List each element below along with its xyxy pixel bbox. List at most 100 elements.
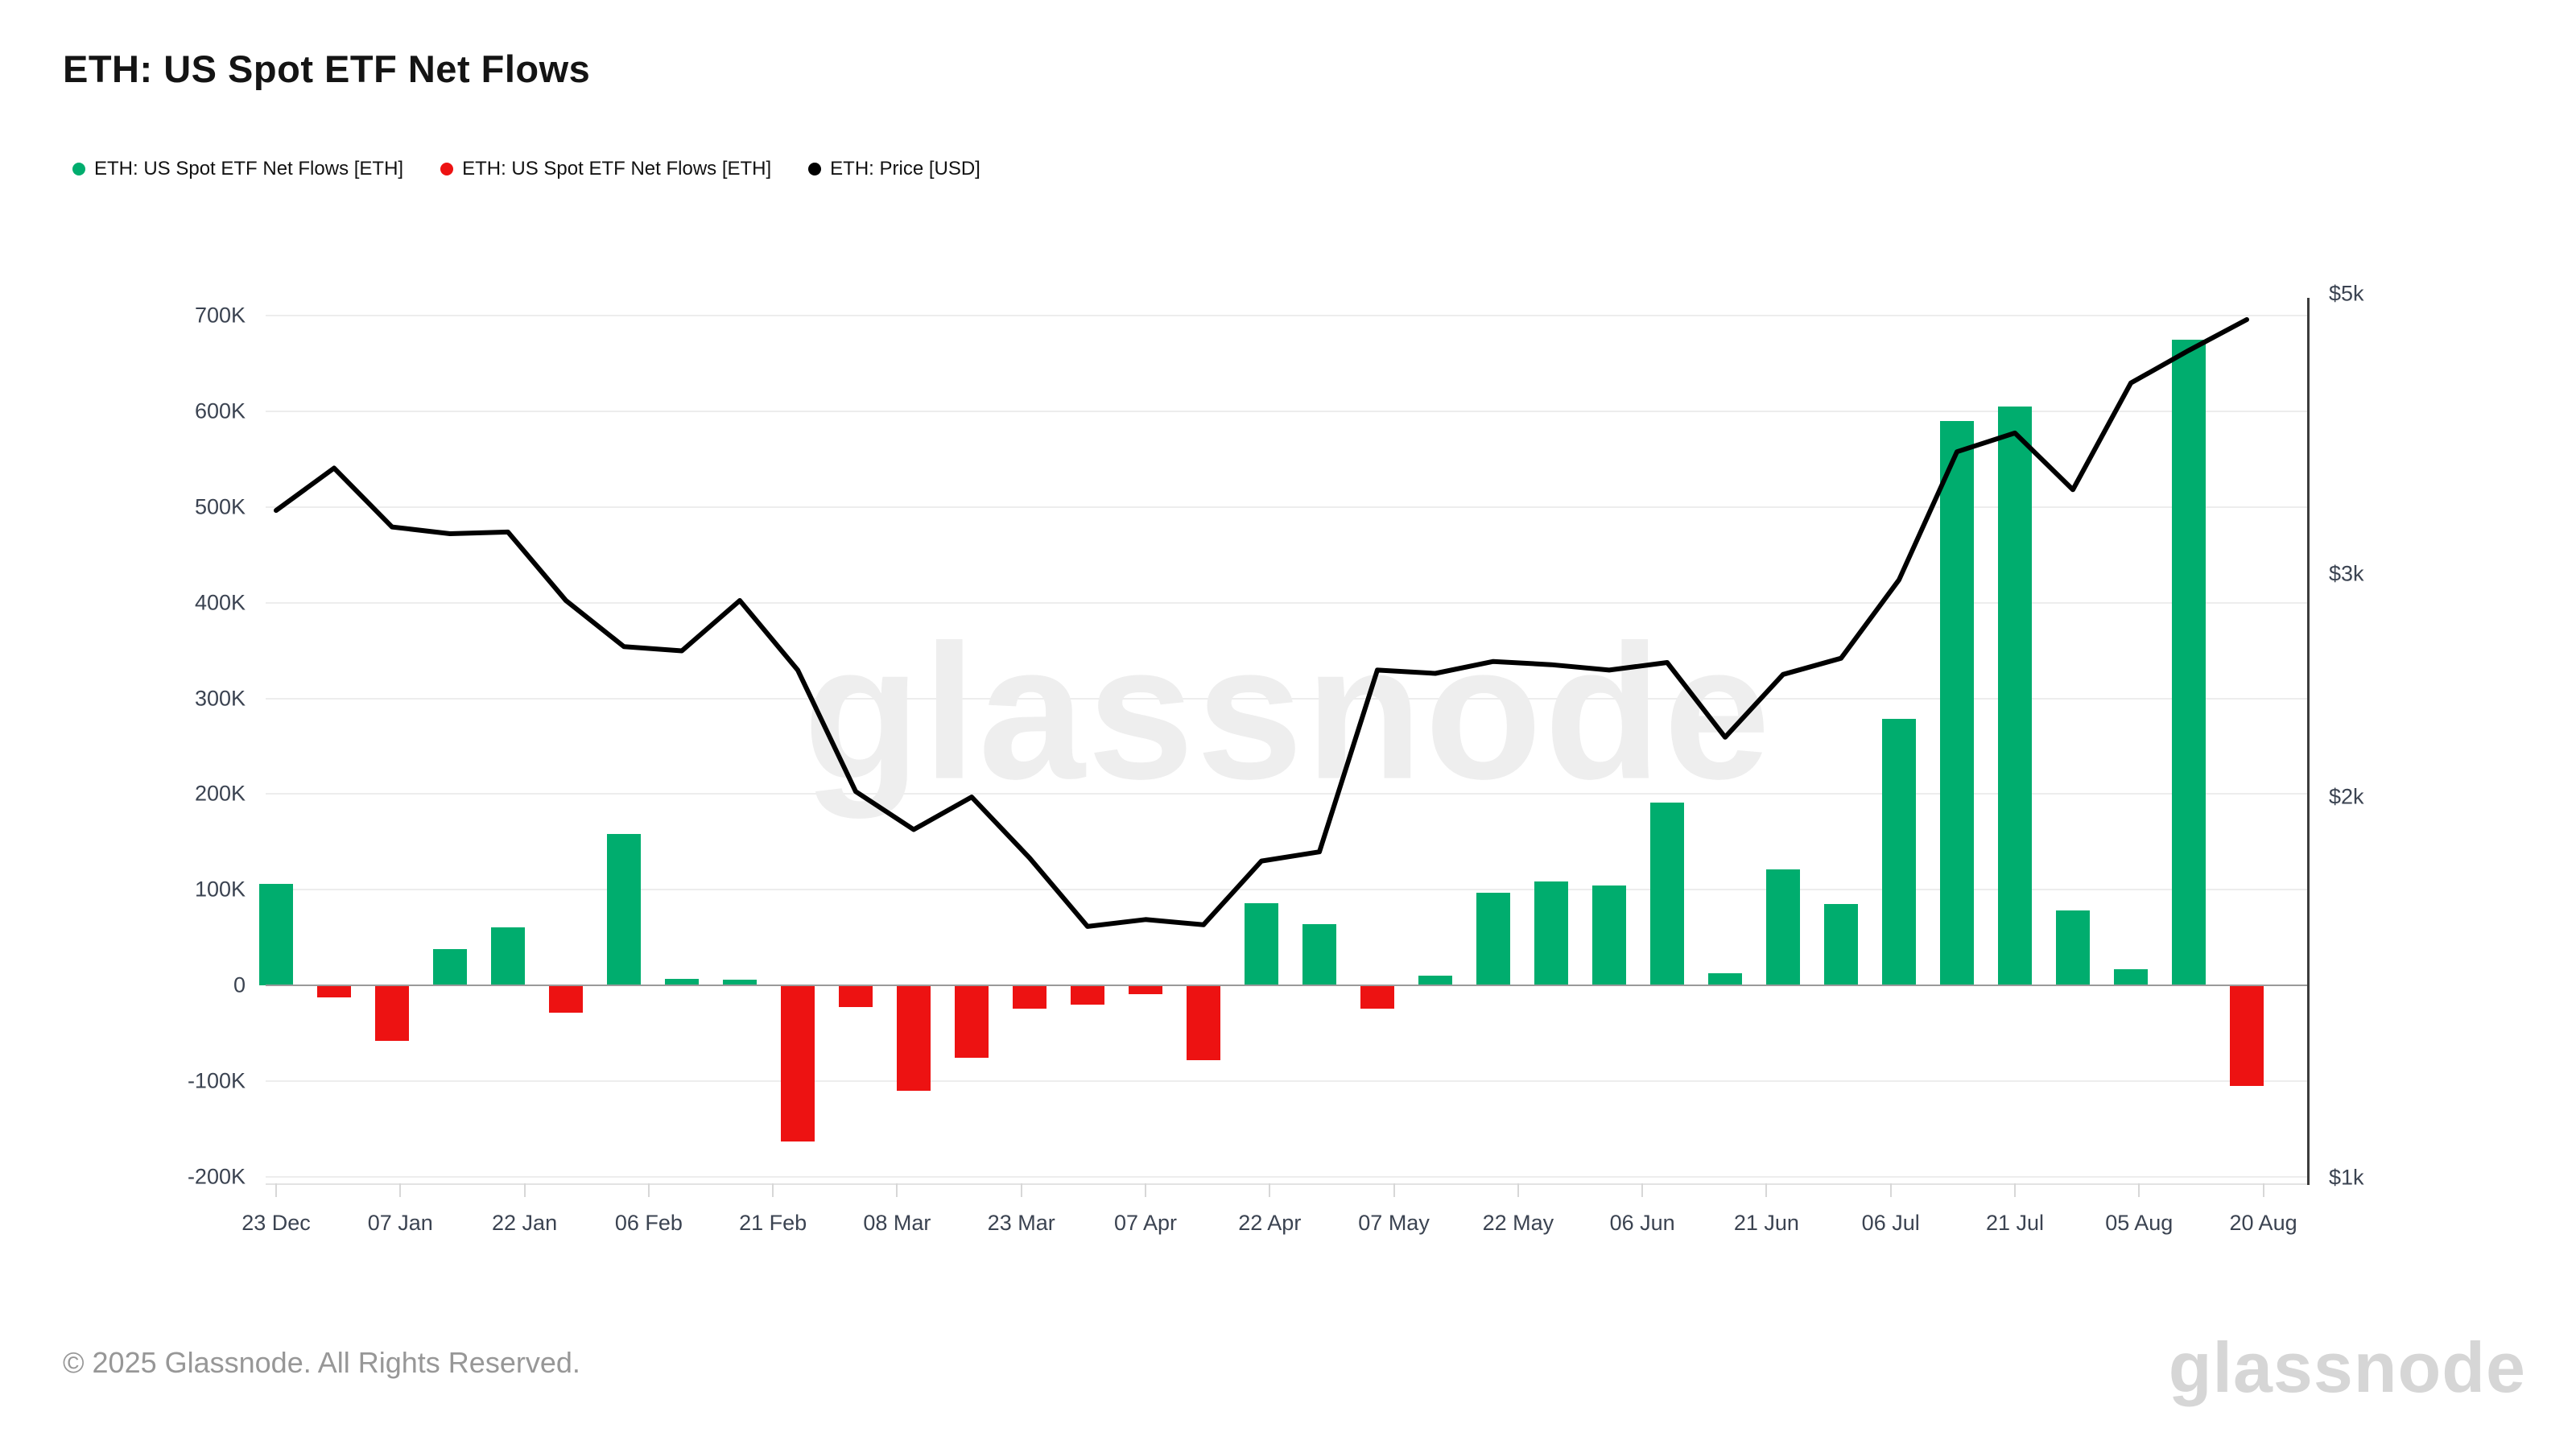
x-axis-tick-label: 21 Feb [739,1211,807,1235]
flow-bar [317,985,351,998]
price-line-chart [274,317,2249,929]
x-axis-tick [1641,1183,1644,1197]
right-axis-tick-label: $3k [2329,561,2364,586]
flow-bar [1650,803,1684,985]
flow-bar [433,948,467,985]
flow-bar [665,978,699,985]
flow-bar [1418,976,1452,985]
x-axis-tick-label: 22 Apr [1238,1211,1302,1235]
gridline [266,506,2308,508]
price-line [274,317,2249,929]
flow-bar [1360,985,1394,1009]
legend-label: ETH: US Spot ETF Net Flows [ETH] [94,158,404,180]
x-axis-tick-label: 06 Jun [1609,1211,1675,1235]
right-axis-tick-label: $2k [2329,784,2364,809]
flow-bar [607,834,641,985]
flow-bar [549,985,583,1013]
left-axis-tick-label: 600K [194,398,246,423]
x-axis-tick [896,1183,898,1197]
flow-bar [781,985,815,1141]
x-axis-tick [1269,1183,1271,1197]
flow-bar [375,985,409,1041]
copyright-text: © 2025 Glassnode. All Rights Reserved. [63,1346,580,1379]
flow-bar [897,985,931,1091]
flow-bar [1245,902,1278,985]
x-axis-tick [2014,1183,2016,1197]
x-axis-tick-label: 08 Mar [863,1211,931,1235]
flow-bar [1534,881,1568,985]
flow-bar [1824,904,1858,985]
flow-bar [491,927,525,985]
x-axis-tick-label: 20 Aug [2229,1211,2297,1235]
flow-bar [1766,869,1800,985]
flow-bar [1708,972,1742,985]
gridline [266,1080,2308,1082]
x-axis-tick-label: 22 Jan [492,1211,558,1235]
legend-dot-icon [72,163,85,175]
x-axis-tick-label: 06 Jul [1861,1211,1920,1235]
flow-bar [2172,340,2206,985]
x-axis-tick-label: 07 Apr [1113,1211,1178,1235]
legend-item[interactable]: ETH: US Spot ETF Net Flows [ETH] [72,158,403,180]
x-axis-tick-label: 22 May [1482,1211,1554,1235]
x-axis-tick-label: 05 Aug [2105,1211,2174,1235]
zero-gridline [266,985,2308,986]
left-axis-tick-label: 400K [194,590,246,615]
plot-area: glassnode 700K 600K 500K 400K 300K 200K 100K 0 -… [188,281,2364,1235]
legend-label: ETH: Price [USD] [830,158,980,180]
x-axis-tick [1765,1183,1768,1197]
flow-bar [1071,985,1104,1005]
x-axis-tick [275,1183,277,1197]
legend-item[interactable]: ETH: US Spot ETF Net Flows [ETH] [440,158,771,180]
legend-dot-icon [440,163,454,175]
flow-bar [1940,421,1974,985]
x-axis-tick [1393,1183,1395,1197]
glassnode-logo: glassnode [2168,1327,2526,1407]
flow-bar [1129,985,1162,994]
x-axis-tick [2262,1183,2264,1197]
gridline [266,411,2308,413]
flow-bar [1187,985,1220,1060]
watermark-text: glassnode [803,605,1773,819]
flow-bar [839,985,873,1008]
gridline [266,315,2308,317]
left-axis-tick-label: 500K [194,494,246,519]
x-axis-tick-label: 23 Mar [987,1211,1055,1235]
x-axis-tick-label: 06 Feb [614,1211,683,1235]
left-axis-tick-label: 0 [233,972,246,997]
x-axis-tick [772,1183,774,1197]
flow-bar [1882,718,1916,985]
x-axis-tick [1020,1183,1022,1197]
flow-bar [259,884,293,985]
flow-bar [1476,892,1510,985]
left-axis-tick-label: 100K [194,877,246,902]
x-axis-line [266,1183,2308,1185]
x-axis-tick [647,1183,650,1197]
left-axis-tick-label: 200K [194,781,246,806]
gridline [266,697,2308,700]
right-axis-tick-label: $5k [2329,281,2364,306]
gridline [266,889,2308,891]
right-axis-tick-label: $1k [2329,1165,2364,1190]
flow-bar [955,985,989,1059]
x-axis-tick [523,1183,526,1197]
left-axis-tick-label: 700K [194,303,246,328]
x-axis-tick-label: 07 Jan [367,1211,433,1235]
legend-item[interactable]: ETH: Price [USD] [808,158,980,180]
gridline [266,793,2308,795]
flow-bar [723,979,757,985]
x-axis-tick [1145,1183,1146,1197]
flow-bar [2056,910,2090,985]
flow-bar [2114,968,2148,985]
legend-dot-icon [808,163,822,175]
flow-bar [1998,407,2032,985]
x-axis-tick [2138,1183,2140,1197]
flow-bar [1013,985,1046,1009]
legend: ETH: US Spot ETF Net Flows [ETH] ETH: US … [72,158,980,180]
x-axis-tick-label: 23 Dec [242,1211,311,1235]
left-axis-tick-label: 300K [194,686,246,711]
x-axis-tick-label: 07 May [1358,1211,1430,1235]
right-axis-line [2307,298,2310,1185]
x-axis-tick-label: 21 Jun [1733,1211,1799,1235]
